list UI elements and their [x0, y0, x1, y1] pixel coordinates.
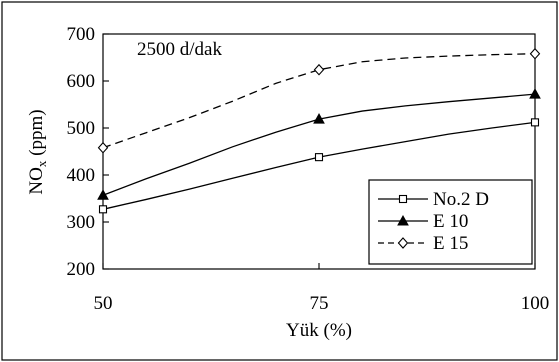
marker-no-2-d — [100, 206, 107, 213]
y-axis-label-unit: (ppm) — [26, 109, 47, 160]
legend: No.2 DE 10E 15 — [369, 180, 532, 264]
chart-annotation: 2500 d/dak — [137, 39, 222, 60]
y-tick-label: 200 — [67, 259, 96, 280]
y-axis-label-main: NO — [26, 167, 47, 194]
marker-no-2-d — [532, 119, 539, 126]
x-tick-label: 50 — [94, 293, 113, 314]
x-axis-label: Yük (%) — [286, 320, 352, 341]
y-tick-label: 400 — [67, 165, 96, 186]
marker-no-2-d — [316, 154, 323, 161]
legend-label: E 15 — [433, 233, 468, 254]
legend-marker — [400, 196, 407, 203]
y-tick-label: 600 — [67, 71, 96, 92]
legend-label: E 10 — [433, 211, 468, 232]
x-tick-label: 75 — [310, 293, 329, 314]
y-tick-label: 700 — [67, 24, 96, 45]
y-tick-label: 300 — [67, 212, 96, 233]
x-tick-label: 100 — [521, 293, 550, 314]
legend-label: No.2 D — [433, 189, 489, 210]
y-axis-label: NOx (ppm) — [26, 109, 49, 194]
y-tick-label: 500 — [67, 118, 96, 139]
